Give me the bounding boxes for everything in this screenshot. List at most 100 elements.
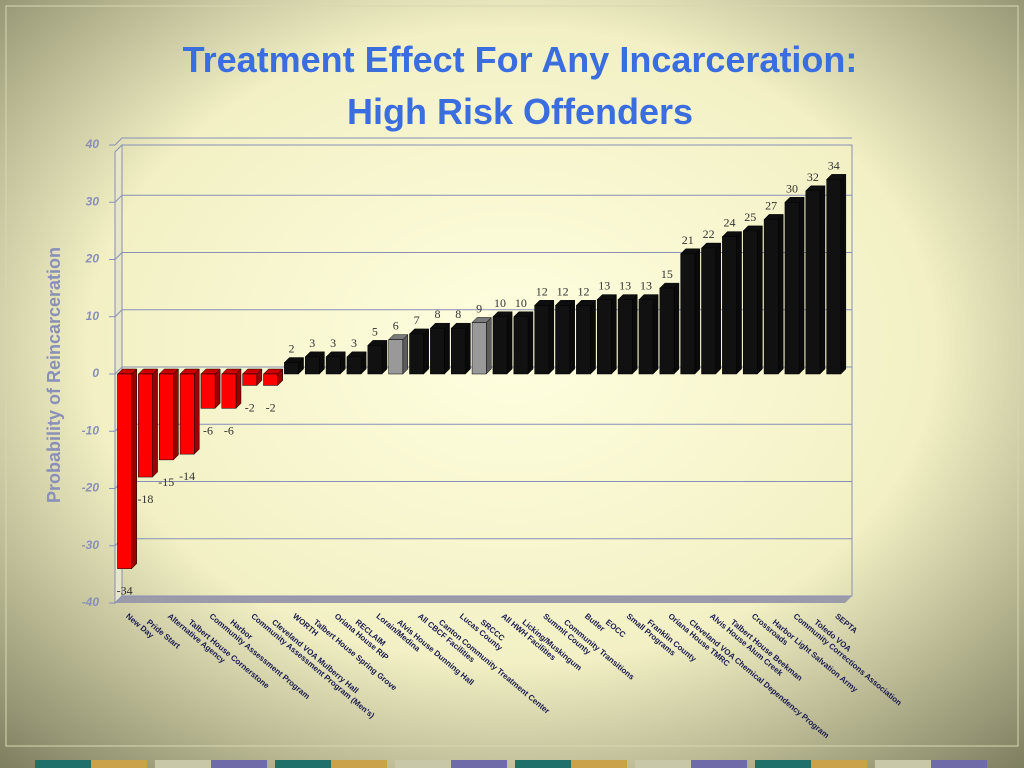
bar-side [673,282,680,375]
y-tick-label: 40 [85,137,100,151]
bar-side [694,248,701,375]
grid-line [114,595,852,604]
value-label: 27 [765,198,777,212]
bar [659,287,675,375]
bar-side [590,299,596,375]
value-label: -6 [224,423,234,437]
value-label: 12 [577,284,589,298]
bar-side [819,185,826,375]
value-label: 12 [536,284,548,298]
bar [784,202,800,375]
bar-side [423,328,429,375]
bar [680,253,696,375]
value-label: 3 [309,336,315,350]
grid-line [114,137,852,146]
chart-title: Treatment Effect For Any Incarceration: [183,39,858,80]
bar [826,179,842,375]
y-tick-label: -10 [82,423,100,437]
y-tick-label: 20 [85,252,100,266]
value-label: 15 [661,267,673,281]
bar [534,305,550,375]
bar [492,316,508,375]
bar-side [715,242,721,375]
value-label: 25 [744,210,756,224]
value-label: 24 [723,216,735,230]
bar-side [173,368,179,461]
bar [200,373,216,409]
bar [638,299,654,375]
bar-side [611,293,617,375]
bar [158,373,174,461]
bar [138,373,153,478]
bar-side [152,368,158,478]
value-label: 2 [288,342,294,356]
value-label: 30 [786,181,798,195]
bar-side [548,299,555,375]
bar [409,333,424,375]
bar-side [736,230,742,375]
bar-side [798,196,805,375]
bar [596,299,612,375]
value-label: 13 [619,279,631,293]
y-tick-label: 0 [92,366,99,380]
bar [242,373,258,386]
bar [763,219,779,375]
bar-side [214,368,221,409]
bar [555,305,570,375]
value-label: -2 [245,400,255,414]
bar-side [527,311,534,375]
y-tick-label: -20 [82,481,100,495]
bar [617,299,633,375]
bar-side [131,368,137,570]
footer-strip [35,760,987,768]
bar-side [402,334,409,375]
frame [5,5,1019,747]
grid-line [114,252,852,260]
value-label: -14 [179,469,195,483]
value-label: 8 [455,307,461,321]
bar [367,345,383,375]
value-label: 5 [372,324,378,338]
bar [304,356,320,375]
value-label: 13 [640,279,652,293]
bar-side [840,173,847,375]
value-label: 32 [807,170,819,184]
bar-side [652,293,659,375]
value-label: -34 [117,584,133,598]
bar-side [486,316,492,375]
value-label: 34 [828,158,840,172]
value-label: 22 [703,227,715,241]
value-label: 3 [351,336,357,350]
value-label: 3 [330,336,336,350]
value-label: -2 [266,400,276,414]
bar [576,305,591,375]
value-label: 8 [434,307,440,321]
bar [346,356,362,375]
bar [742,230,758,375]
bar-side [778,213,784,375]
value-label: 13 [598,279,610,293]
value-label: 10 [515,296,527,310]
value-label: -6 [203,423,213,437]
bar [388,339,404,375]
bar [450,327,466,375]
bar-side [757,225,763,375]
y-tick-label: 10 [86,309,100,323]
y-axis-title: Probability of Reincarceration [44,247,64,503]
bar [284,362,299,375]
value-label: 21 [682,233,694,247]
bar [722,236,737,375]
bar [471,322,487,375]
bar [805,190,821,375]
bar [117,373,132,569]
value-label: 9 [476,301,482,315]
bar-side [632,293,638,375]
value-label: 7 [414,313,420,327]
value-label: 6 [393,319,399,333]
bar [701,247,716,375]
y-tick-label: -30 [82,538,100,552]
bar [221,373,237,409]
value-label: -18 [137,492,153,506]
bar-side [381,339,388,375]
chart-subtitle: High Risk Offenders [347,91,693,132]
